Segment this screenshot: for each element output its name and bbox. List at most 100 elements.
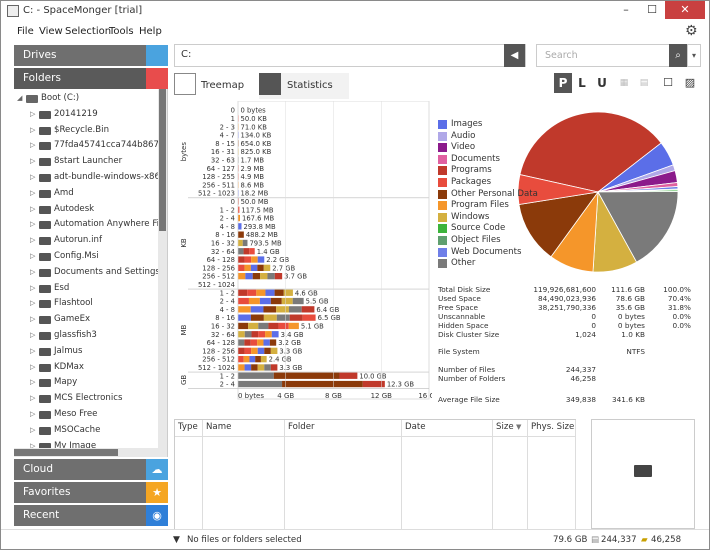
tree-item[interactable]: ▷ GameEx <box>14 312 167 328</box>
category-label: 4 - 8 <box>220 306 235 314</box>
folder-icon <box>39 110 51 119</box>
bar-segment <box>255 356 261 363</box>
gear-icon[interactable]: ⚙ <box>685 23 698 39</box>
expand-arrow-icon[interactable]: ▷ <box>30 315 36 324</box>
legend-label: Audio <box>451 130 476 141</box>
cloud-header[interactable]: Cloud ☁ <box>14 459 168 480</box>
bar-value-label: 1.7 MB <box>241 156 265 164</box>
expand-arrow-icon[interactable]: ▷ <box>30 283 36 292</box>
search-input[interactable]: Search <box>536 44 686 67</box>
expand-arrow-icon[interactable]: ▷ <box>30 173 36 181</box>
column-folder[interactable]: Folder <box>288 422 315 432</box>
tree-horizontal-scrollbar[interactable] <box>14 448 159 457</box>
tree-item[interactable]: ▷ Meso Free <box>14 407 167 423</box>
bar-segment <box>264 364 271 371</box>
column-phys-size[interactable]: Phys. Size <box>531 422 575 432</box>
maximize-button[interactable]: ☐ <box>647 3 657 16</box>
category-label: 32 - 63 <box>211 156 235 164</box>
close-button[interactable]: ✕ <box>665 1 705 19</box>
expand-arrow-icon[interactable]: ▷ <box>30 157 36 166</box>
tree-item[interactable]: ▷ Amd <box>14 186 167 202</box>
tree-item[interactable]: ▷ Autodesk <box>14 202 167 218</box>
tree-item[interactable]: ▷ MCS Electronics <box>14 391 167 407</box>
view-u-button[interactable]: U <box>597 76 607 90</box>
tab-statistics[interactable]: Statistics <box>259 73 349 99</box>
tree-item[interactable]: ▷ My Image <box>14 439 167 455</box>
expand-arrow-icon[interactable]: ▷ <box>30 410 36 418</box>
favorites-header[interactable]: Favorites ★ <box>14 482 168 503</box>
expand-arrow-icon[interactable]: ▷ <box>30 220 36 229</box>
column-type[interactable]: Type <box>178 422 198 432</box>
expand-arrow-icon[interactable]: ▷ <box>30 362 36 371</box>
menu-help[interactable]: Help <box>139 26 162 37</box>
tree-item[interactable]: ▷ 77fda45741cca744b86797f <box>14 138 167 154</box>
expand-arrow-icon[interactable]: ▷ <box>30 378 36 387</box>
grid-icon[interactable]: ▦ <box>619 78 629 88</box>
path-field[interactable]: C: <box>174 44 526 67</box>
column-name[interactable]: Name <box>206 422 232 432</box>
expand-down-icon[interactable]: ▼ <box>173 535 180 545</box>
expand-arrow-icon[interactable]: ▷ <box>30 441 36 450</box>
folders-header[interactable]: Folders <box>14 68 168 89</box>
category-label: 256 - 512 <box>202 356 235 364</box>
box-icon[interactable]: ☐ <box>663 76 673 89</box>
x-tick-label: 4 GB <box>277 392 294 400</box>
expand-arrow-icon[interactable]: ▷ <box>30 299 36 308</box>
tree-item[interactable]: ▷ Flashtool <box>14 296 167 312</box>
expand-arrow-icon[interactable]: ▷ <box>30 125 36 134</box>
category-label: 0 <box>231 198 235 206</box>
tree-item[interactable]: ▷ Documents and Settings <box>14 265 167 281</box>
expand-arrow-icon[interactable]: ▷ <box>30 188 36 197</box>
tree-item[interactable]: ▷ adt-bundle-windows-x86_6 <box>14 170 167 186</box>
tree-item[interactable]: ▷ 8start Launcher <box>14 154 167 170</box>
expand-arrow-icon[interactable]: ▷ <box>30 394 36 403</box>
menu-file[interactable]: File <box>17 26 34 37</box>
tree-item[interactable]: ▷ Automation Anywhere Files <box>14 217 167 233</box>
expand-arrow-icon[interactable]: ▷ <box>30 141 36 150</box>
expand-arrow-icon[interactable]: ▷ <box>30 109 36 118</box>
stat-cell: 0.0% <box>672 312 691 321</box>
menu-tools[interactable]: Tools <box>109 26 134 37</box>
tree-item[interactable]: ▷ Config.Msi <box>14 249 167 265</box>
back-arrow-icon[interactable]: ◀ <box>504 44 525 67</box>
bar-segment <box>247 289 257 296</box>
expand-arrow-icon[interactable]: ▷ <box>30 425 36 434</box>
expand-arrow-icon[interactable]: ▷ <box>30 331 36 339</box>
tree-item[interactable]: ▷ Esd <box>14 281 167 297</box>
drives-header[interactable]: Drives <box>14 45 168 66</box>
search-icon[interactable]: ⌕ <box>669 44 687 67</box>
tree-item-label: Jalmus <box>54 345 83 356</box>
tree-item[interactable]: ▷ KDMax <box>14 360 167 376</box>
expand-arrow-icon[interactable]: ▷ <box>30 252 36 260</box>
selection-status: No files or folders selected <box>187 535 302 545</box>
bar-segment <box>283 289 293 296</box>
tree-item[interactable]: ▷ MSOCache <box>14 423 167 439</box>
tree-item[interactable]: ▷ Jalmus <box>14 344 167 360</box>
tree-item[interactable]: ▷ Autorun.inf <box>14 233 167 249</box>
stat-cell: 0.0% <box>672 321 691 330</box>
view-p-button[interactable]: P <box>554 73 572 93</box>
expand-arrow-icon[interactable]: ▷ <box>30 204 36 213</box>
menu-selection[interactable]: Selection <box>65 26 112 37</box>
tree-scrollbar[interactable] <box>158 89 167 457</box>
tab-treemap[interactable]: Treemap <box>174 73 258 99</box>
expand-arrow-icon[interactable]: ▷ <box>30 236 36 245</box>
bar-value-label: 5.5 GB <box>306 298 329 306</box>
tree-item[interactable]: ▷ $Recycle.Bin <box>14 123 167 139</box>
search-dropdown-chevron-icon[interactable]: ▾ <box>687 44 701 67</box>
legend-label: Program Files <box>451 200 509 211</box>
tree-item[interactable]: ▷ Mapy <box>14 375 167 391</box>
view-l-button[interactable]: L <box>578 76 586 90</box>
column-date[interactable]: Date <box>405 422 426 432</box>
hatch-icon[interactable]: ▨ <box>684 76 696 89</box>
list-icon[interactable]: ▤ <box>639 78 649 88</box>
recent-header[interactable]: Recent ◉ <box>14 505 168 526</box>
tree-root[interactable]: ◢ Boot (C:) <box>17 93 80 103</box>
tree-item[interactable]: ▷ 20141219 <box>14 107 167 123</box>
menu-view[interactable]: View <box>39 26 63 37</box>
tree-item[interactable]: ▷ glassfish3 <box>14 328 167 344</box>
expand-arrow-icon[interactable]: ▷ <box>30 267 36 276</box>
minimize-button[interactable]: – <box>623 3 629 16</box>
expand-arrow-icon[interactable]: ▷ <box>30 346 36 355</box>
column-size[interactable]: Size <box>496 422 514 432</box>
